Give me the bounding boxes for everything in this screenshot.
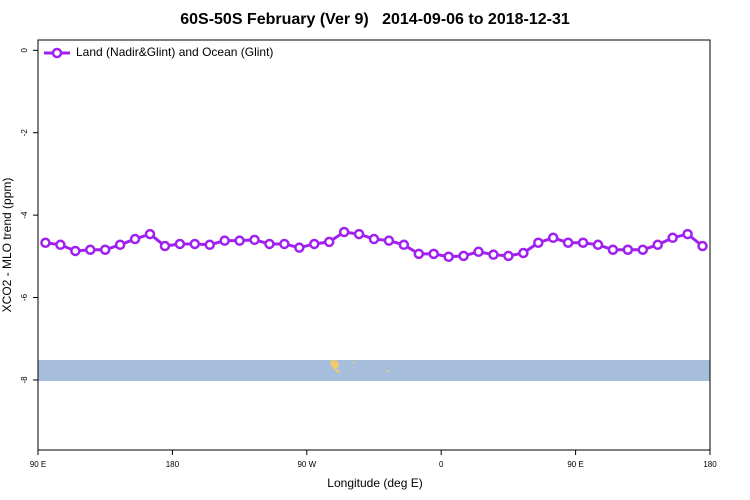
point bbox=[562, 237, 574, 248]
y-tick-label: -6 bbox=[20, 293, 29, 301]
landmass bbox=[352, 362, 355, 363]
point bbox=[622, 244, 634, 255]
point bbox=[99, 244, 111, 255]
point bbox=[368, 233, 380, 245]
point bbox=[518, 247, 529, 259]
point bbox=[70, 245, 81, 257]
point bbox=[159, 240, 171, 252]
point bbox=[40, 237, 51, 248]
x-tick-label: 180 bbox=[703, 460, 717, 469]
x-tick-label: 90 E bbox=[30, 460, 46, 469]
point bbox=[652, 239, 663, 251]
point bbox=[129, 233, 141, 245]
point bbox=[323, 236, 335, 248]
chart-title: 60S-50S February (Ver 9) 2014-09-06 to 2… bbox=[180, 11, 570, 28]
plot-frame bbox=[37, 39, 711, 451]
point bbox=[637, 244, 649, 255]
point bbox=[592, 239, 604, 251]
legend-marker bbox=[51, 47, 63, 59]
point bbox=[353, 228, 365, 240]
legend-label: Land (Nadir&Glint) and Ocean (Glint) bbox=[76, 45, 273, 59]
point bbox=[607, 244, 619, 255]
point bbox=[488, 249, 499, 260]
point bbox=[547, 232, 559, 244]
point bbox=[697, 240, 708, 252]
point bbox=[189, 238, 201, 250]
y-tick-label: -8 bbox=[20, 376, 29, 384]
point bbox=[383, 235, 395, 246]
point bbox=[533, 237, 544, 248]
landmass bbox=[387, 370, 389, 372]
point bbox=[85, 244, 96, 255]
point bbox=[174, 238, 186, 250]
point bbox=[577, 237, 589, 248]
landmass bbox=[330, 360, 341, 373]
point bbox=[428, 248, 439, 260]
point bbox=[264, 238, 275, 250]
map-strip bbox=[38, 360, 710, 381]
point bbox=[443, 251, 454, 262]
point bbox=[473, 246, 484, 258]
point bbox=[144, 228, 156, 240]
point bbox=[204, 239, 215, 251]
point bbox=[294, 242, 305, 253]
point bbox=[503, 250, 514, 262]
y-tick-label: 0 bbox=[20, 48, 29, 53]
y-tick-label: -4 bbox=[20, 211, 29, 219]
point bbox=[338, 226, 350, 238]
point bbox=[667, 232, 678, 244]
point bbox=[114, 239, 126, 251]
x-tick-label: 0 bbox=[439, 460, 444, 469]
x-axis-label: Longitude (deg E) bbox=[327, 476, 422, 490]
point bbox=[682, 228, 693, 240]
y-tick-label: -2 bbox=[20, 129, 29, 137]
point bbox=[249, 234, 260, 246]
x-tick-label: 180 bbox=[166, 460, 180, 469]
x-tick-label: 90 W bbox=[297, 460, 316, 469]
point bbox=[279, 238, 290, 250]
point bbox=[219, 235, 230, 246]
point bbox=[234, 235, 245, 246]
x-tick-label: 90 E bbox=[567, 460, 583, 469]
point bbox=[309, 238, 320, 250]
point bbox=[55, 239, 66, 251]
point bbox=[458, 250, 469, 262]
point bbox=[398, 239, 410, 251]
point bbox=[413, 248, 425, 260]
y-axis-label: XCO2 - MLO trend (ppm) bbox=[0, 178, 14, 313]
